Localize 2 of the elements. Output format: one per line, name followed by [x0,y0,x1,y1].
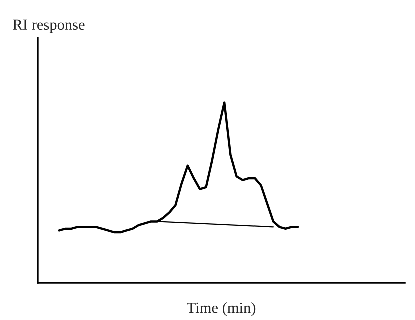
y-axis-title: RI response [13,20,85,34]
x-axis-title: Time (min) [187,302,256,316]
